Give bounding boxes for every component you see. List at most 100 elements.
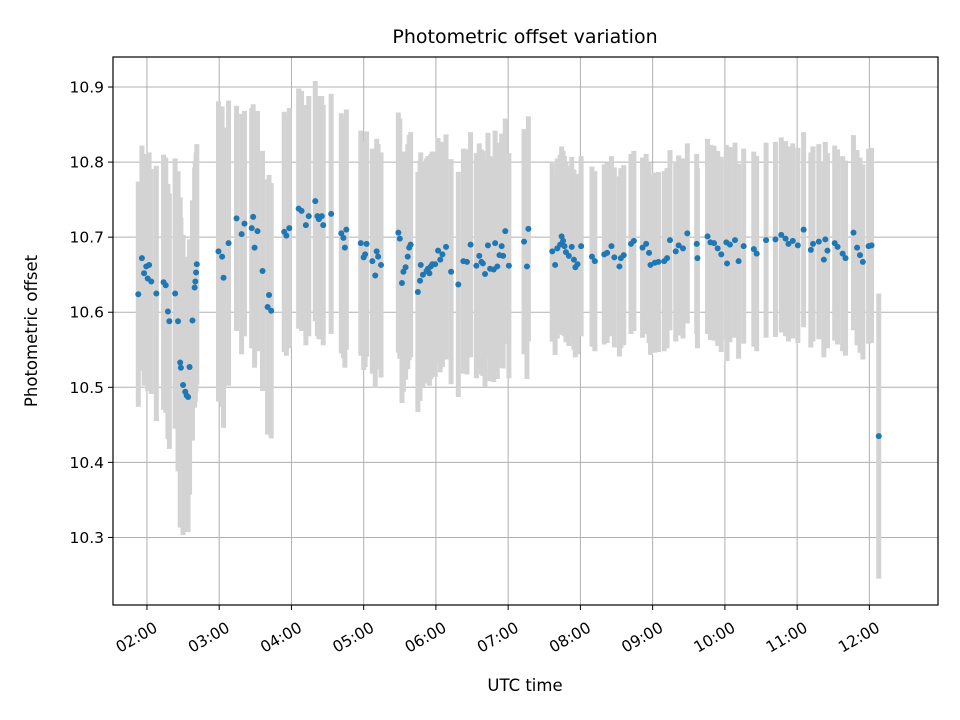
data-point: [362, 251, 369, 258]
data-point: [343, 226, 350, 233]
data-point: [591, 258, 598, 265]
data-point: [679, 245, 686, 252]
data-point: [318, 213, 325, 220]
data-point: [620, 252, 627, 259]
data-point: [875, 433, 882, 440]
data-point: [180, 382, 187, 389]
data-point: [328, 210, 335, 217]
data-point: [404, 253, 411, 260]
data-point: [305, 213, 312, 220]
data-point: [266, 291, 273, 298]
data-point: [815, 238, 822, 245]
data-point: [172, 290, 179, 297]
data-point: [177, 364, 184, 371]
data-point: [834, 243, 841, 250]
data-point: [233, 215, 240, 222]
chart-title: Photometric offset variation: [392, 26, 657, 48]
data-point: [565, 252, 572, 259]
data-point: [193, 269, 200, 276]
data-point: [363, 240, 370, 247]
x-tick-label: 09:00: [619, 619, 667, 657]
data-point: [439, 251, 446, 258]
data-point: [521, 238, 528, 245]
data-point: [839, 250, 846, 257]
data-point: [164, 308, 171, 315]
data-point: [560, 237, 567, 244]
data-point: [505, 262, 512, 269]
data-point: [672, 248, 679, 255]
data-point: [259, 267, 266, 274]
data-point: [148, 278, 155, 285]
data-point: [655, 258, 662, 265]
data-point: [822, 236, 829, 243]
data-point: [850, 229, 857, 236]
data-point: [375, 253, 382, 260]
data-point: [643, 240, 650, 247]
data-point: [400, 268, 407, 275]
data-point: [283, 232, 290, 239]
data-point: [856, 252, 863, 259]
data-point: [369, 258, 376, 265]
data-point: [357, 240, 364, 247]
data-point: [604, 249, 611, 256]
x-tick-label: 02:00: [113, 619, 161, 657]
data-point: [407, 241, 414, 248]
y-tick-label: 10.5: [69, 379, 104, 397]
data-point: [549, 248, 556, 255]
data-point: [340, 234, 347, 241]
data-point: [785, 240, 792, 247]
plot-frame: [112, 56, 939, 606]
data-point: [498, 243, 505, 250]
data-point: [166, 318, 173, 325]
x-axis-label: UTC time: [487, 676, 562, 695]
x-tick-label: 11:00: [763, 619, 811, 657]
data-point: [778, 231, 785, 238]
data-point: [772, 236, 779, 243]
data-point: [868, 242, 875, 249]
data-point: [193, 261, 200, 268]
data-point: [732, 237, 739, 244]
data-point: [724, 260, 731, 267]
data-point: [191, 284, 198, 291]
data-point: [561, 243, 568, 250]
data-point: [463, 258, 470, 265]
x-tick-label: 05:00: [330, 619, 378, 657]
data-point: [714, 245, 721, 252]
data-point: [341, 244, 348, 251]
data-point: [426, 270, 433, 277]
y-tick-label: 10.4: [69, 454, 104, 472]
data-point: [704, 233, 711, 240]
data-point: [177, 359, 184, 366]
data-point: [268, 307, 275, 314]
data-point: [794, 242, 801, 249]
data-point: [219, 253, 226, 260]
data-point: [558, 233, 565, 240]
data-point: [789, 237, 796, 244]
data-point: [525, 225, 532, 232]
data-point: [298, 207, 305, 214]
x-tick-label: 06:00: [402, 619, 450, 657]
data-point: [500, 252, 507, 259]
data-point: [476, 252, 483, 259]
data-point: [859, 258, 866, 265]
data-point: [711, 240, 718, 247]
data-point: [482, 270, 489, 277]
data-point: [395, 229, 402, 236]
data-point: [153, 290, 160, 297]
data-point: [417, 261, 424, 268]
data-point: [675, 242, 682, 249]
data-point: [693, 240, 700, 247]
data-point: [578, 243, 585, 250]
x-tick-label: 12:00: [835, 619, 883, 657]
data-point: [455, 281, 462, 288]
data-point: [138, 255, 145, 262]
data-point: [718, 251, 725, 258]
data-point: [800, 226, 807, 233]
data-point: [372, 272, 379, 279]
data-point: [484, 242, 491, 249]
y-tick-label: 10.6: [69, 304, 104, 322]
data-point: [608, 243, 615, 250]
y-axis-label: Photometric offset: [22, 254, 41, 407]
data-point: [254, 228, 261, 235]
